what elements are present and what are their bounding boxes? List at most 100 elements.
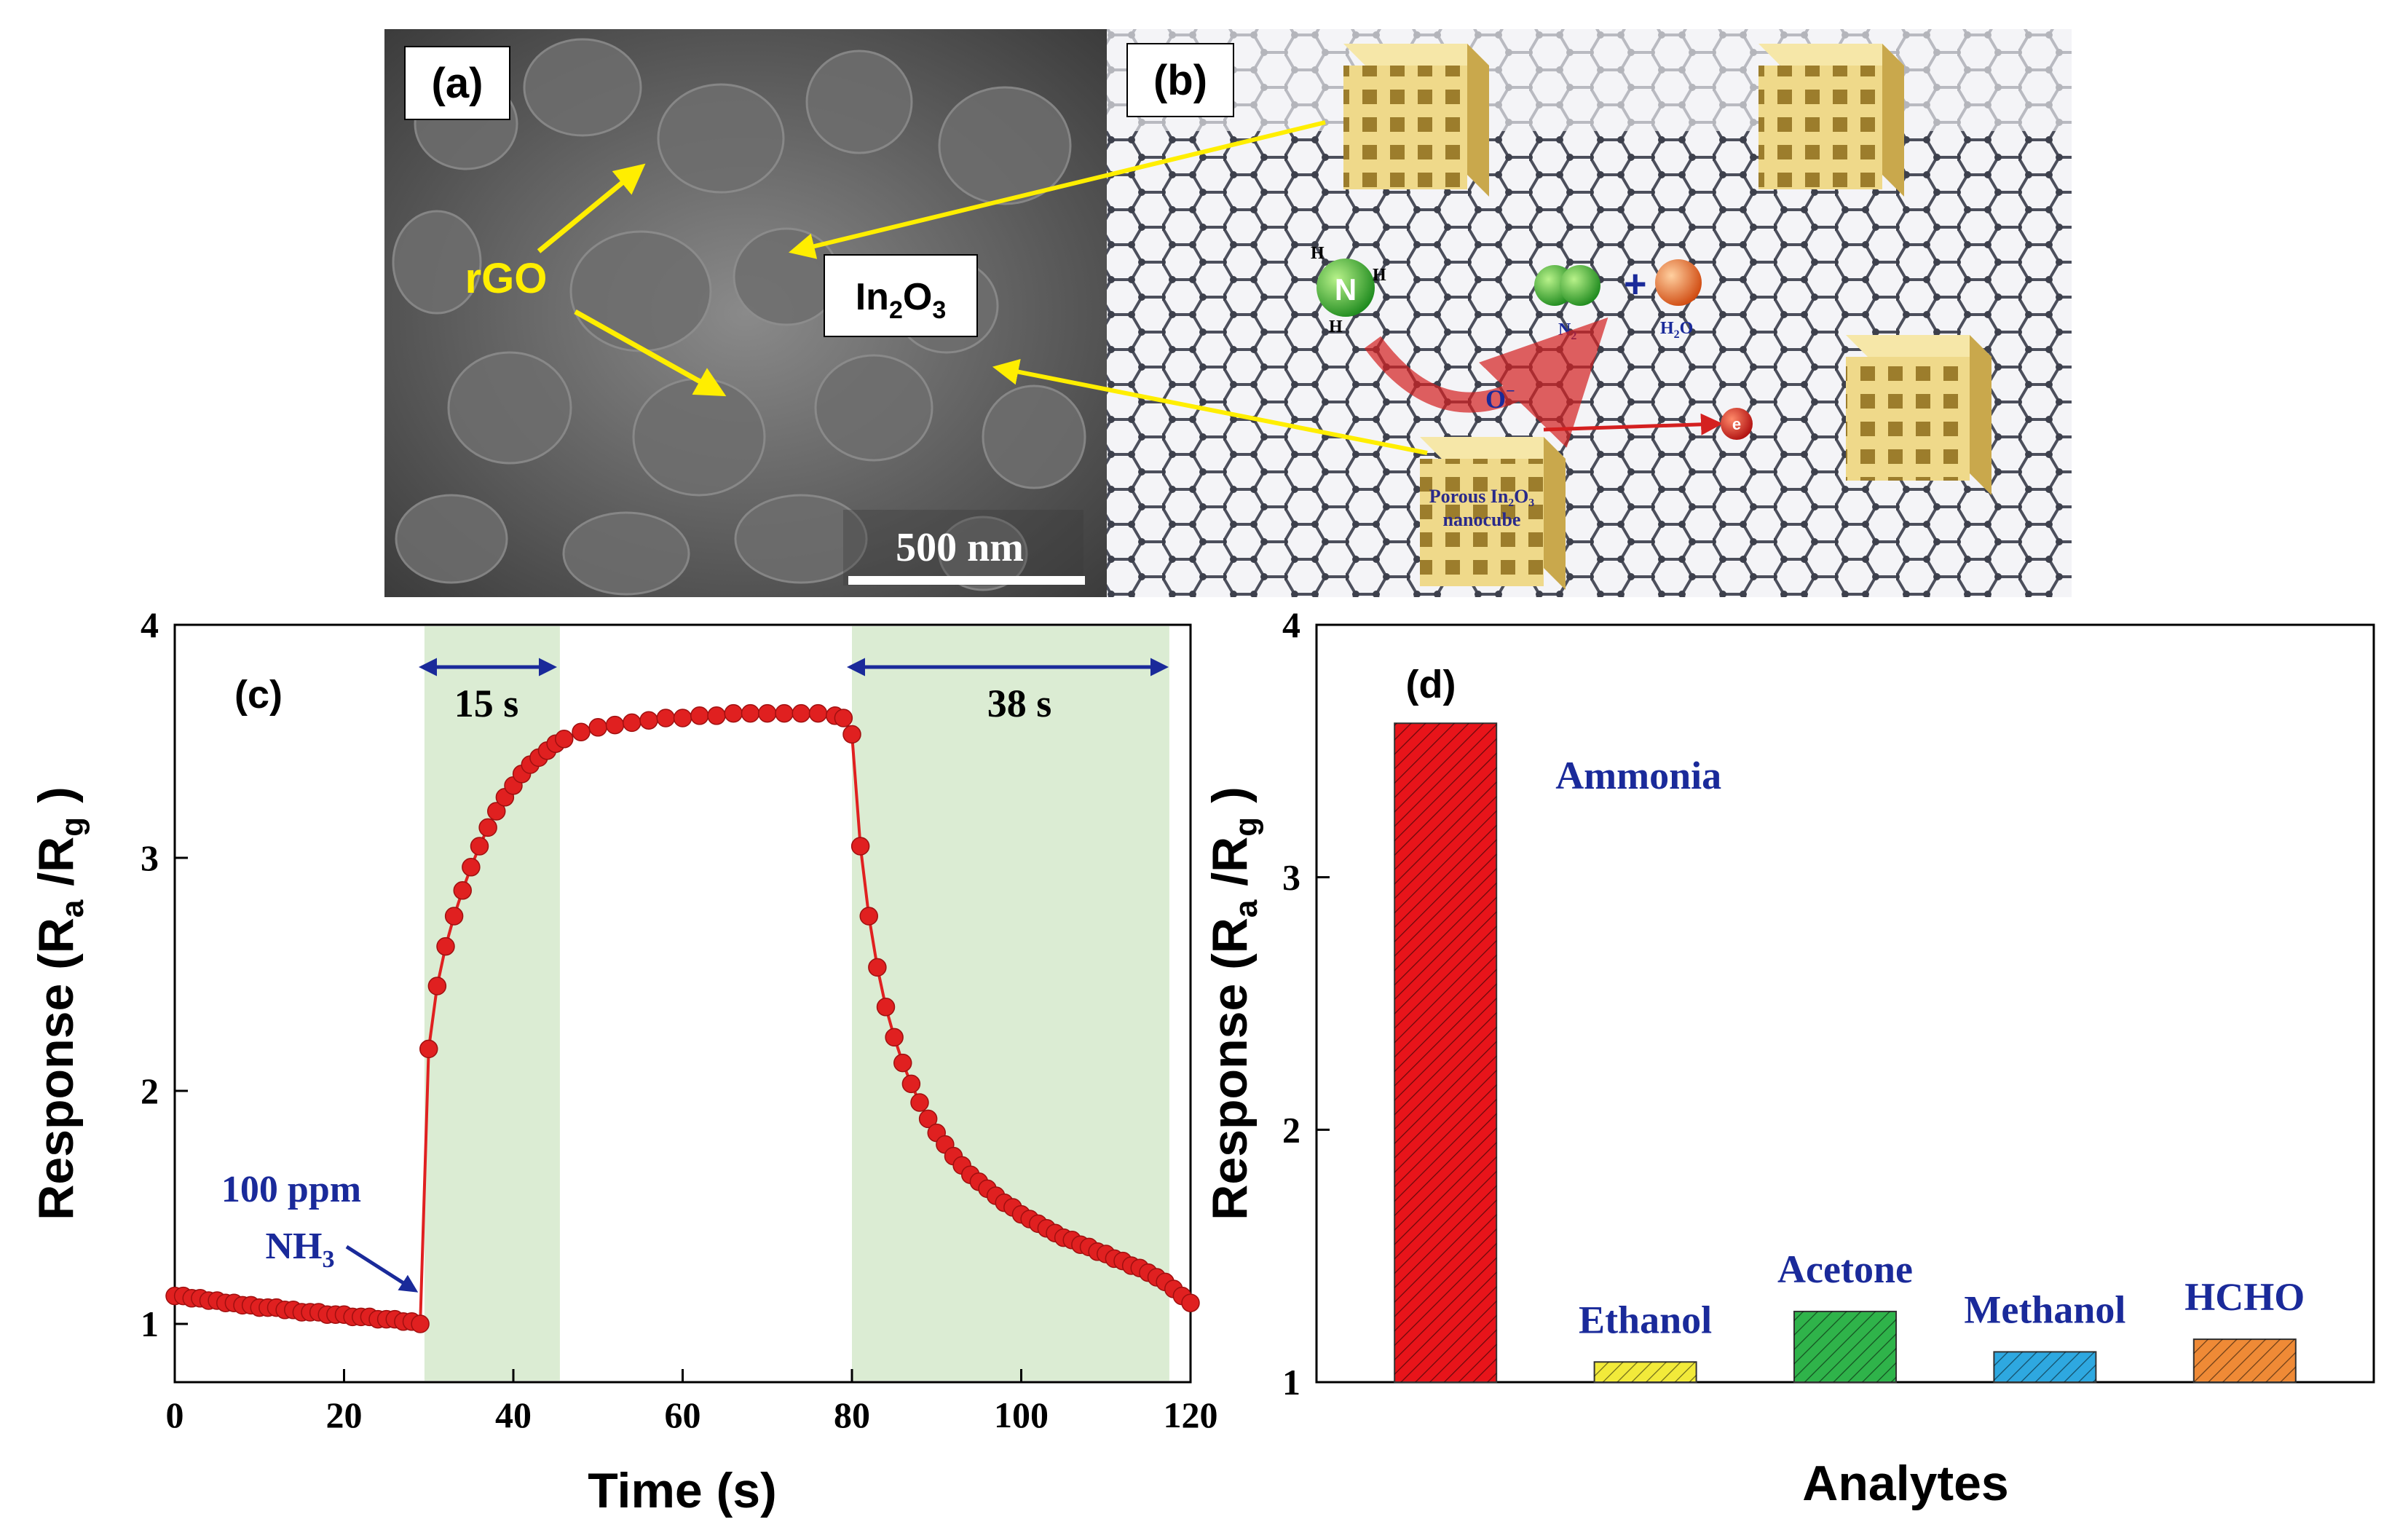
gas-inlet-arrow xyxy=(345,1245,419,1293)
electron-arrow xyxy=(1543,413,1723,435)
data-point xyxy=(859,907,878,926)
data-point xyxy=(419,1039,438,1059)
data-point xyxy=(427,977,447,995)
chart-c-panel-label: (c) xyxy=(234,673,283,717)
bar-hatch-ethanol xyxy=(1594,1362,1697,1382)
panel-a: (a) rGO In2O3 500 nm xyxy=(384,29,1107,597)
bar-hatch-hcho xyxy=(2193,1339,2296,1382)
data-point xyxy=(555,730,574,749)
scale-bar-label: 500 nm xyxy=(896,525,1024,570)
data-point xyxy=(656,709,675,727)
panel-a-label: (a) xyxy=(432,60,483,107)
bar-label-acetone: Acetone xyxy=(1777,1247,1913,1291)
data-point xyxy=(868,958,887,977)
rgo-arrow-2 xyxy=(574,309,727,397)
bar-label-methanol: Methanol xyxy=(1964,1287,2125,1331)
nanocube-2 xyxy=(1758,44,1904,197)
data-point xyxy=(758,703,777,723)
electron xyxy=(1721,408,1753,440)
oxygen-ion-label: O− xyxy=(1485,382,1515,414)
in2o3-label-box xyxy=(824,254,978,337)
data-point xyxy=(834,709,853,727)
data-point xyxy=(572,722,591,741)
bar-hatch-methanol xyxy=(1994,1352,2096,1382)
nh3-molecule xyxy=(1316,259,1375,317)
d-y-tick-label-3: 4 xyxy=(1282,604,1300,645)
sem-grains xyxy=(392,38,1086,596)
electron-label: e xyxy=(1732,415,1741,433)
chart-d: 1 2 3 4 Ammonia Ethanol Acetone Methanol HCHO (… xyxy=(1202,604,2375,1511)
data-point xyxy=(885,1028,904,1047)
data-point xyxy=(792,703,810,723)
d-y-tick-label-2: 3 xyxy=(1282,857,1300,898)
data-point xyxy=(436,936,455,956)
data-point xyxy=(639,711,658,730)
reaction-arrow xyxy=(1364,317,1608,448)
rgo-arrow-1 xyxy=(537,163,646,253)
data-point xyxy=(588,718,607,737)
nitrogen-atom-label: N xyxy=(1335,272,1357,307)
chart-c-xlabel: Time (s) xyxy=(588,1463,776,1518)
data-point xyxy=(850,837,870,856)
y-tick-label-0: 1 xyxy=(141,1304,159,1344)
data-point xyxy=(808,703,828,723)
nanocube-label-2: nanocube xyxy=(1443,509,1521,530)
link-arrow-bottom xyxy=(992,358,1428,455)
data-point xyxy=(741,703,760,723)
chart-c-ylabel: Response (Ra /Rg ) xyxy=(28,786,90,1220)
y-tick-label-3: 4 xyxy=(141,604,159,645)
rgo-label: rGO xyxy=(465,255,548,302)
data-point xyxy=(673,709,692,727)
data-point xyxy=(893,1053,912,1073)
data-point xyxy=(901,1074,921,1094)
nanocube-3 xyxy=(1846,335,1991,495)
data-point xyxy=(453,881,472,900)
panel-b: (b) Porous In₂O₃ nanocube N H H H xyxy=(1107,29,2072,597)
data-point xyxy=(411,1314,430,1333)
y-tick-label-1: 2 xyxy=(141,1070,159,1111)
data-point xyxy=(462,858,481,877)
x-tick-label-0: 0 xyxy=(166,1395,184,1435)
panel-b-label-box xyxy=(1126,43,1234,117)
plus-sign: + xyxy=(1624,262,1647,306)
panel-a-label-box xyxy=(404,46,510,120)
h-label-2: H xyxy=(1373,266,1386,285)
response-time-label: 15 s xyxy=(454,682,519,725)
data-point xyxy=(724,703,743,723)
bar-label-ammonia: Ammonia xyxy=(1555,754,1721,797)
recovery-time-label: 38 s xyxy=(987,682,1052,725)
nanocube-1 xyxy=(1343,44,1489,197)
x-tick-label-3: 60 xyxy=(665,1395,701,1435)
x-tick-label-1: 20 xyxy=(326,1395,363,1435)
bar-hatch-ammonia xyxy=(1394,723,1497,1382)
data-point xyxy=(707,706,726,725)
nanocube-label-1: Porous In₂O₃ xyxy=(1429,486,1535,507)
gas-label-concentration: 100 ppm xyxy=(221,1169,361,1210)
n2-atom-2 xyxy=(1560,265,1600,306)
x-tick-label-6: 120 xyxy=(1164,1395,1218,1435)
data-point xyxy=(842,725,861,744)
data-point xyxy=(470,837,489,856)
chart-c: 0 20 40 60 80 100 120 1 2 3 4 (c) 15 s 38 s 100 pp… xyxy=(28,604,1218,1518)
h-label-1: H xyxy=(1311,244,1325,263)
data-point xyxy=(876,998,896,1017)
data-point xyxy=(605,715,625,735)
graphene-sheet-far xyxy=(1107,29,2072,131)
panel-b-label: (b) xyxy=(1153,57,1207,104)
h2o-molecule xyxy=(1655,259,1702,306)
chart-d-xlabel: Analytes xyxy=(1802,1456,2008,1511)
scale-bar-backdrop xyxy=(843,510,1083,585)
chart-d-panel-label: (d) xyxy=(1406,663,1456,706)
x-tick-label-2: 40 xyxy=(495,1395,532,1435)
data-point xyxy=(918,1109,938,1129)
chart-d-ylabel: Response (Ra /Rg ) xyxy=(1202,786,1264,1220)
h2o-label: H2O xyxy=(1660,319,1693,341)
h-label-3: H xyxy=(1329,318,1343,336)
nanocube-4: Porous In₂O₃ nanocube xyxy=(1420,437,1566,590)
gas-label-species: NH3 xyxy=(266,1226,335,1273)
bar-label-hcho: HCHO xyxy=(2184,1275,2305,1319)
data-point xyxy=(623,713,642,733)
x-tick-label-5: 100 xyxy=(994,1395,1049,1435)
data-point xyxy=(775,703,794,723)
